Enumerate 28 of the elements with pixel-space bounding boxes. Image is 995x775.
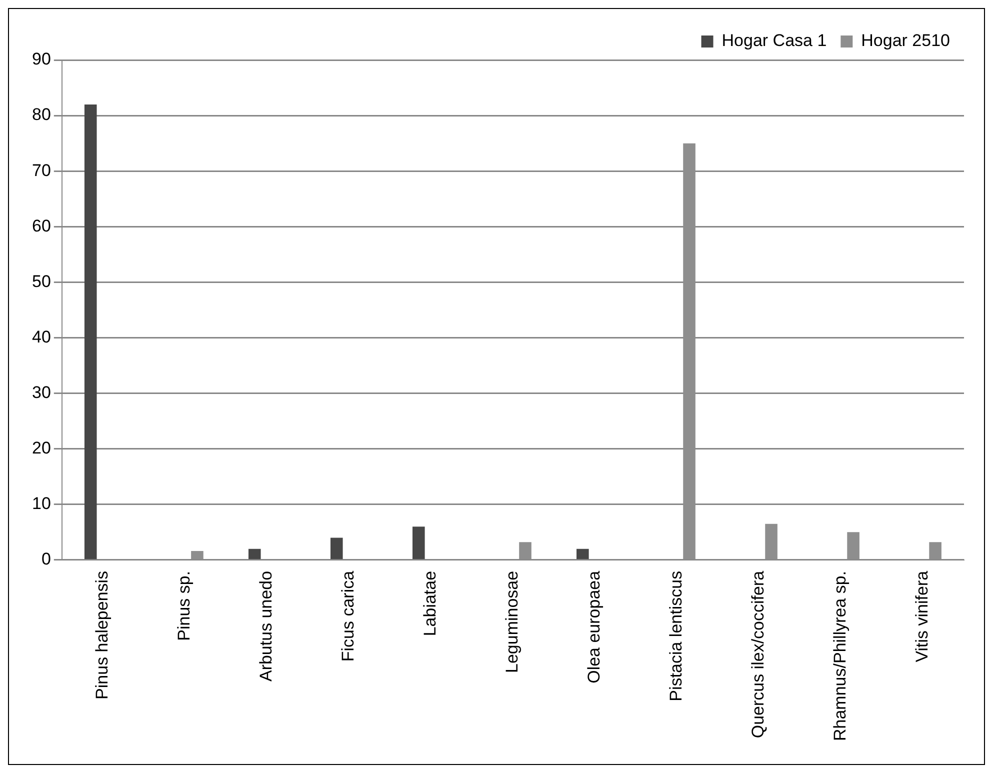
- y-tick-label: 40: [32, 327, 51, 346]
- y-tick-label: 20: [32, 438, 51, 458]
- x-tick-label: Olea europaea: [584, 570, 604, 684]
- y-tick-label: 0: [41, 550, 51, 569]
- x-tick-label: Pinus sp.: [174, 570, 194, 641]
- legend-label: Hogar 2510: [861, 31, 950, 50]
- y-tick-label: 70: [32, 160, 51, 180]
- x-tick-label: Leguminosae: [502, 570, 522, 674]
- bar: [248, 548, 261, 560]
- y-tick-label: 30: [32, 382, 51, 402]
- y-tick-label: 10: [32, 494, 51, 514]
- bar: [84, 104, 97, 560]
- x-tick-label: Rhamnus/Phillyrea sp.: [830, 570, 850, 742]
- y-tick-label: 80: [32, 105, 51, 124]
- x-tick-label: Pinus halepensis: [92, 570, 112, 700]
- x-tick-label: Pistacia lentiscus: [666, 570, 686, 702]
- y-tick-label: 90: [32, 50, 51, 69]
- bar: [576, 548, 589, 560]
- x-tick-label: Arbutus unedo: [256, 570, 276, 682]
- bar: [412, 526, 425, 560]
- x-tick-label: Vitis vinifera: [912, 570, 932, 662]
- y-tick-label: 50: [32, 272, 51, 291]
- bar: [330, 538, 343, 560]
- x-tick-label: Ficus carica: [338, 570, 358, 662]
- x-tick-label: Labiatae: [420, 570, 440, 636]
- y-tick-label: 60: [32, 216, 51, 236]
- x-tick-label: Quercus ilex/coccifera: [748, 570, 768, 738]
- legend-label: Hogar Casa 1: [722, 31, 827, 50]
